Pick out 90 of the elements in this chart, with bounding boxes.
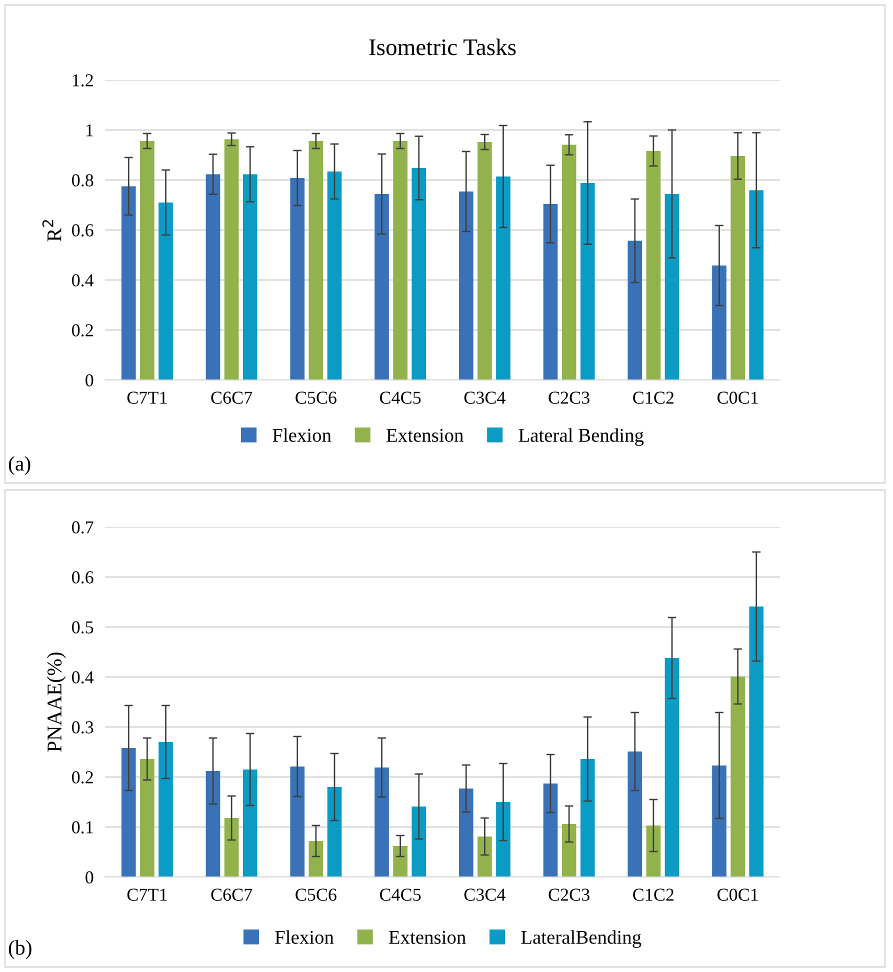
y-tick-label: 0.6 bbox=[72, 224, 94, 237]
bar bbox=[664, 194, 680, 380]
y-tick-label: 0.5 bbox=[72, 621, 94, 634]
bar bbox=[562, 824, 576, 877]
bar bbox=[242, 174, 258, 380]
y-tick-label: 0.6 bbox=[72, 571, 94, 584]
x-tick-label: C3C4 bbox=[464, 392, 506, 404]
bar bbox=[664, 658, 680, 877]
x-tick-label: C0C1 bbox=[717, 392, 758, 404]
y-tick-label: 1 bbox=[86, 124, 93, 136]
bar bbox=[158, 742, 173, 877]
y-tick-label: 0.2 bbox=[72, 324, 93, 337]
legend-label: Lateral Bending bbox=[518, 428, 644, 446]
bar bbox=[121, 748, 136, 877]
legend-label: Extension bbox=[386, 428, 464, 442]
bar bbox=[730, 156, 745, 380]
bar bbox=[730, 676, 745, 877]
y-tick-label: 0.8 bbox=[72, 174, 94, 187]
bar bbox=[242, 770, 258, 877]
x-tick-label: C5C6 bbox=[296, 392, 336, 404]
bar bbox=[374, 194, 389, 380]
y-tick-label: 0 bbox=[86, 871, 94, 884]
bar bbox=[140, 759, 154, 877]
bar bbox=[580, 759, 595, 877]
bar bbox=[121, 186, 136, 380]
bar bbox=[412, 168, 426, 380]
bar bbox=[290, 178, 305, 380]
x-tick-label: C7T1 bbox=[127, 888, 167, 901]
bar bbox=[628, 752, 642, 877]
y-tick-label: 0.3 bbox=[72, 721, 94, 734]
legend-label: Extension bbox=[388, 930, 466, 944]
text: (b) bbox=[8, 940, 32, 959]
bar bbox=[158, 202, 173, 380]
bar bbox=[458, 192, 474, 380]
bar bbox=[224, 818, 239, 877]
bar bbox=[478, 142, 492, 380]
x-tick-label: C1C2 bbox=[633, 392, 674, 404]
x-tick-label: C0C1 bbox=[717, 888, 758, 901]
bar bbox=[646, 151, 661, 380]
x-tick-label: C7T1 bbox=[127, 392, 167, 404]
bar bbox=[308, 141, 324, 380]
bar bbox=[374, 768, 389, 877]
legend-label: LateralBending bbox=[521, 930, 642, 948]
bar bbox=[224, 139, 239, 380]
x-tick-label: C4C5 bbox=[380, 392, 421, 404]
y-tick-label: 0.4 bbox=[72, 274, 94, 287]
bar bbox=[327, 787, 342, 877]
bar bbox=[458, 788, 474, 877]
y-axis-title: R$^{2}$ bbox=[42, 220, 62, 242]
bar bbox=[393, 846, 408, 877]
bar bbox=[749, 190, 764, 380]
bar bbox=[327, 172, 342, 380]
x-tick-label: C5C6 bbox=[296, 888, 336, 901]
bar bbox=[308, 841, 324, 877]
bar bbox=[393, 141, 408, 380]
y-tick-label: 0.4 bbox=[72, 671, 94, 684]
y-tick-label: 0.7 bbox=[72, 521, 94, 534]
bar bbox=[478, 836, 492, 877]
bar bbox=[496, 802, 510, 877]
y-tick-label: 1.2 bbox=[72, 74, 93, 87]
bar bbox=[206, 174, 220, 380]
bar bbox=[749, 606, 764, 877]
bar bbox=[290, 766, 305, 877]
x-tick-label: C6C7 bbox=[211, 392, 252, 404]
legend-label: Flexion bbox=[272, 428, 332, 442]
bar bbox=[646, 826, 661, 877]
x-tick-label: C3C4 bbox=[464, 888, 506, 901]
bar bbox=[712, 266, 726, 380]
bar bbox=[562, 144, 576, 380]
y-tick-label: 0.2 bbox=[72, 771, 93, 784]
x-tick-label: C1C2 bbox=[633, 888, 674, 901]
bar bbox=[580, 183, 595, 380]
bar bbox=[412, 806, 426, 877]
y-tick-label: 0 bbox=[86, 374, 94, 386]
x-tick-label: C6C7 bbox=[211, 888, 252, 901]
x-tick-label: C4C5 bbox=[380, 888, 421, 901]
bar bbox=[496, 176, 510, 380]
bar bbox=[140, 141, 154, 380]
y-axis-title: PNAAE(%) bbox=[46, 652, 66, 752]
bar bbox=[543, 204, 558, 380]
chart-title: Isometric Tasks bbox=[369, 38, 516, 56]
text: (a) bbox=[8, 456, 30, 475]
x-tick-label: C2C3 bbox=[548, 888, 590, 901]
bar bbox=[628, 240, 642, 380]
legend-label: Flexion bbox=[275, 930, 334, 944]
bar bbox=[206, 771, 220, 877]
bar bbox=[543, 784, 558, 877]
bar bbox=[712, 766, 726, 877]
x-tick-label: C2C3 bbox=[548, 392, 590, 404]
y-tick-label: 0.1 bbox=[72, 821, 93, 834]
